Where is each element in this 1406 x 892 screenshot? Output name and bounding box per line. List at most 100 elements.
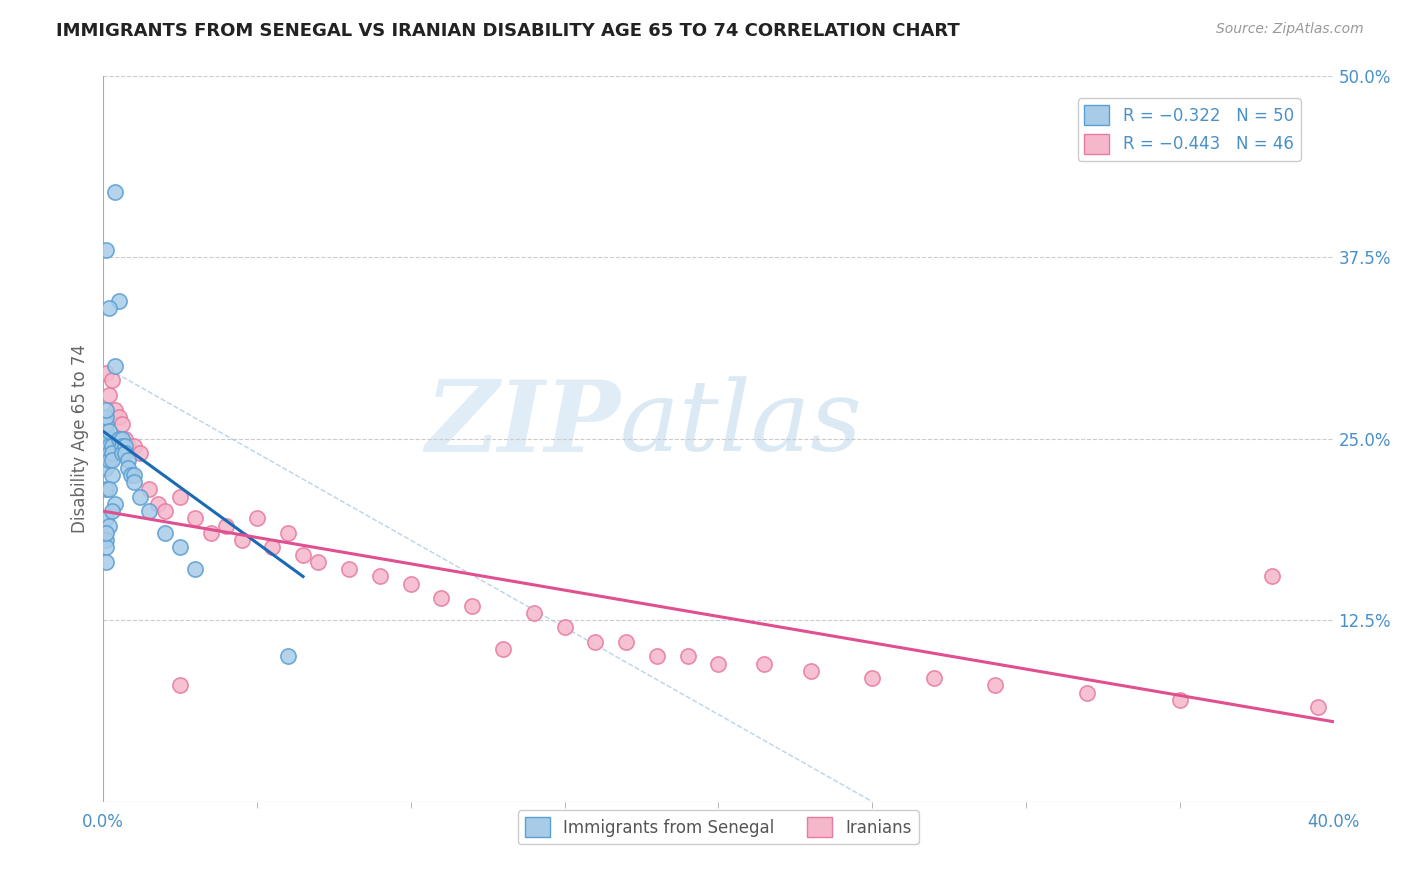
Point [1308,700,1330,714]
Point [96,425,118,439]
Point [98,453,121,467]
Point [104,359,127,373]
Point [184,511,207,525]
Point [101,446,124,460]
Point [277,525,299,540]
Point [110,446,132,460]
Point [138,483,160,497]
Point [96,243,118,257]
Point [96,446,118,460]
Point [96,533,118,548]
Point [101,374,124,388]
Point [98,439,121,453]
Point [1076,686,1098,700]
Text: Source: ZipAtlas.com: Source: ZipAtlas.com [1216,22,1364,37]
Point [800,664,823,678]
Point [676,649,699,664]
Text: IMMIGRANTS FROM SENEGAL VS IRANIAN DISABILITY AGE 65 TO 74 CORRELATION CHART: IMMIGRANTS FROM SENEGAL VS IRANIAN DISAB… [56,22,960,40]
Point [96,453,118,467]
Point [129,446,152,460]
Point [101,504,124,518]
Point [337,562,360,576]
Point [110,439,132,453]
Point [101,467,124,482]
Point [101,453,124,467]
Point [101,439,124,453]
Point [153,504,176,518]
Point [399,576,422,591]
Point [98,518,121,533]
Point [554,620,576,634]
Point [117,460,139,475]
Point [114,432,136,446]
Text: ZIP: ZIP [425,376,620,472]
Point [98,301,121,315]
Point [104,185,127,199]
Point [754,657,776,671]
Point [114,446,136,460]
Point [96,460,118,475]
Point [368,569,391,583]
Point [98,446,121,460]
Point [461,599,484,613]
Point [96,541,118,555]
Point [292,548,315,562]
Point [430,591,453,606]
Point [122,475,145,489]
Point [96,555,118,569]
Point [583,635,606,649]
Point [96,511,118,525]
Point [96,402,118,417]
Point [169,541,191,555]
Point [153,525,176,540]
Point [277,649,299,664]
Point [114,439,136,453]
Point [96,417,118,431]
Point [200,525,222,540]
Point [110,432,132,446]
Point [104,497,127,511]
Point [1168,693,1191,707]
Point [122,467,145,482]
Point [120,467,142,482]
Point [96,432,118,446]
Point [107,409,129,424]
Point [262,541,284,555]
Point [307,555,329,569]
Point [492,642,515,657]
Point [148,497,170,511]
Point [984,678,1007,692]
Point [169,678,191,692]
Point [1261,569,1284,583]
Point [707,657,730,671]
Point [107,432,129,446]
Point [138,504,160,518]
Point [117,453,139,467]
Point [104,402,127,417]
Point [98,388,121,402]
Point [117,439,139,453]
Point [110,417,132,431]
Point [645,649,668,664]
Point [860,671,883,685]
Point [169,490,191,504]
Point [96,483,118,497]
Point [96,525,118,540]
Point [98,425,121,439]
Point [215,518,238,533]
Legend: Immigrants from Senegal, Iranians: Immigrants from Senegal, Iranians [517,811,918,844]
Point [98,483,121,497]
Point [96,366,118,380]
Point [246,511,269,525]
Point [231,533,253,548]
Point [107,293,129,308]
Point [184,562,207,576]
Point [122,439,145,453]
Point [922,671,945,685]
Point [129,490,152,504]
Y-axis label: Disability Age 65 to 74: Disability Age 65 to 74 [72,344,89,533]
Point [523,606,546,620]
Point [98,432,121,446]
Point [96,409,118,424]
Point [614,635,637,649]
